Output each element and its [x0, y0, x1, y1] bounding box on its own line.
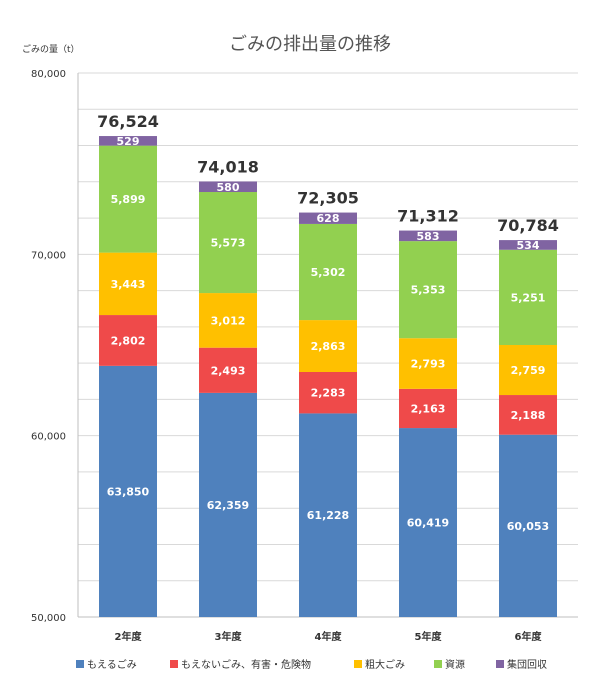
bar-segment [299, 212, 357, 224]
segment-value-label: 61,228 [307, 509, 349, 522]
segment-value-label: 60,419 [407, 517, 449, 530]
total-value-label: 72,305 [297, 189, 359, 208]
y-tick-labels: 50,000 60,000 70,000 80,000 [31, 69, 66, 624]
total-value-label: 74,018 [197, 157, 259, 176]
bar-segment [499, 240, 557, 250]
bar-segment [199, 392, 257, 617]
total-value-label: 71,312 [397, 207, 459, 226]
chart-title: ごみの排出量の推移 [229, 34, 391, 55]
segment-value-label: 60,053 [507, 520, 549, 533]
legend-swatch [170, 660, 178, 668]
y-tick-label: 70,000 [31, 250, 66, 261]
bar-segment [99, 252, 157, 316]
bar-segment [99, 145, 157, 253]
segment-value-label: 5,899 [111, 193, 146, 206]
y-axis-label: ごみの量（t） [22, 43, 80, 55]
segment-value-label: 2,493 [211, 364, 246, 377]
segment-value-label: 628 [317, 212, 340, 225]
legend-label: 集団回収 [507, 658, 547, 671]
x-tick-label: 2年度 [115, 630, 143, 643]
bar-segment [299, 320, 357, 373]
segment-value-label: 534 [517, 239, 540, 252]
segment-value-label: 2,163 [411, 402, 446, 415]
legend-swatch [496, 660, 504, 668]
segment-value-label: 2,863 [311, 340, 346, 353]
y-tick-label: 80,000 [31, 69, 66, 80]
bar-segment [499, 345, 557, 396]
x-tick-label: 5年度 [415, 630, 443, 643]
legend-swatch [354, 660, 362, 668]
segment-value-label: 2,759 [511, 364, 546, 377]
legend-swatch [434, 660, 442, 668]
segment-value-label: 5,302 [311, 266, 346, 279]
segment-value-label: 2,802 [111, 334, 146, 347]
legend: もえるごみ もえないごみ、有害・危険物 粗大ごみ 資源 集団回収 [76, 658, 547, 671]
x-tick-label: 4年度 [315, 630, 343, 643]
bar-segment [399, 338, 457, 389]
total-value-label: 76,524 [97, 112, 159, 131]
bar-segment [99, 315, 157, 366]
bar-segment [99, 365, 157, 617]
bar-segment [299, 372, 357, 414]
segment-value-label: 3,443 [111, 278, 146, 291]
bar-segment [199, 293, 257, 348]
segment-value-label: 5,573 [211, 237, 246, 250]
bar-segment [99, 136, 157, 146]
bar-segment [199, 181, 257, 193]
y-tick-label: 50,000 [31, 613, 66, 624]
bar-segment [199, 192, 257, 294]
legend-label: もえないごみ、有害・危険物 [181, 658, 311, 671]
segment-value-label: 580 [217, 181, 240, 194]
x-tick-label: 3年度 [215, 630, 243, 643]
bar-segment [199, 347, 257, 393]
bar-segment [399, 230, 457, 242]
bar-segment [399, 241, 457, 339]
legend-label: 資源 [445, 658, 465, 671]
total-value-label: 70,784 [497, 216, 559, 235]
legend-label: 粗大ごみ [365, 658, 405, 671]
legend-swatch [76, 660, 84, 668]
bar-segment [399, 388, 457, 429]
bar-segment [299, 223, 357, 321]
y-tick-label: 60,000 [31, 432, 66, 443]
segment-value-label: 5,251 [511, 291, 546, 304]
bars: 63,850 2,802 3,443 5,899 529 76,524 62,359 2,49… [97, 112, 559, 617]
segment-value-label: 62,359 [207, 499, 249, 512]
bar-segment [499, 395, 557, 435]
x-tick-labels: 2年度 3年度 4年度 5年度 6年度 [115, 630, 543, 643]
segment-value-label: 3,012 [211, 314, 246, 327]
bar-segment [299, 413, 357, 617]
segment-value-label: 583 [417, 230, 440, 243]
bar-segment [499, 249, 557, 345]
segment-value-label: 2,283 [311, 387, 346, 400]
bar-segment [499, 434, 557, 617]
segment-value-label: 529 [117, 135, 140, 148]
legend-label: もえるごみ [87, 658, 137, 671]
segment-value-label: 2,793 [411, 358, 446, 371]
segment-value-label: 2,188 [511, 409, 546, 422]
segment-value-label: 5,353 [411, 284, 446, 297]
bar-segment [399, 428, 457, 617]
x-tick-label: 6年度 [515, 630, 543, 643]
segment-value-label: 63,850 [107, 485, 150, 498]
